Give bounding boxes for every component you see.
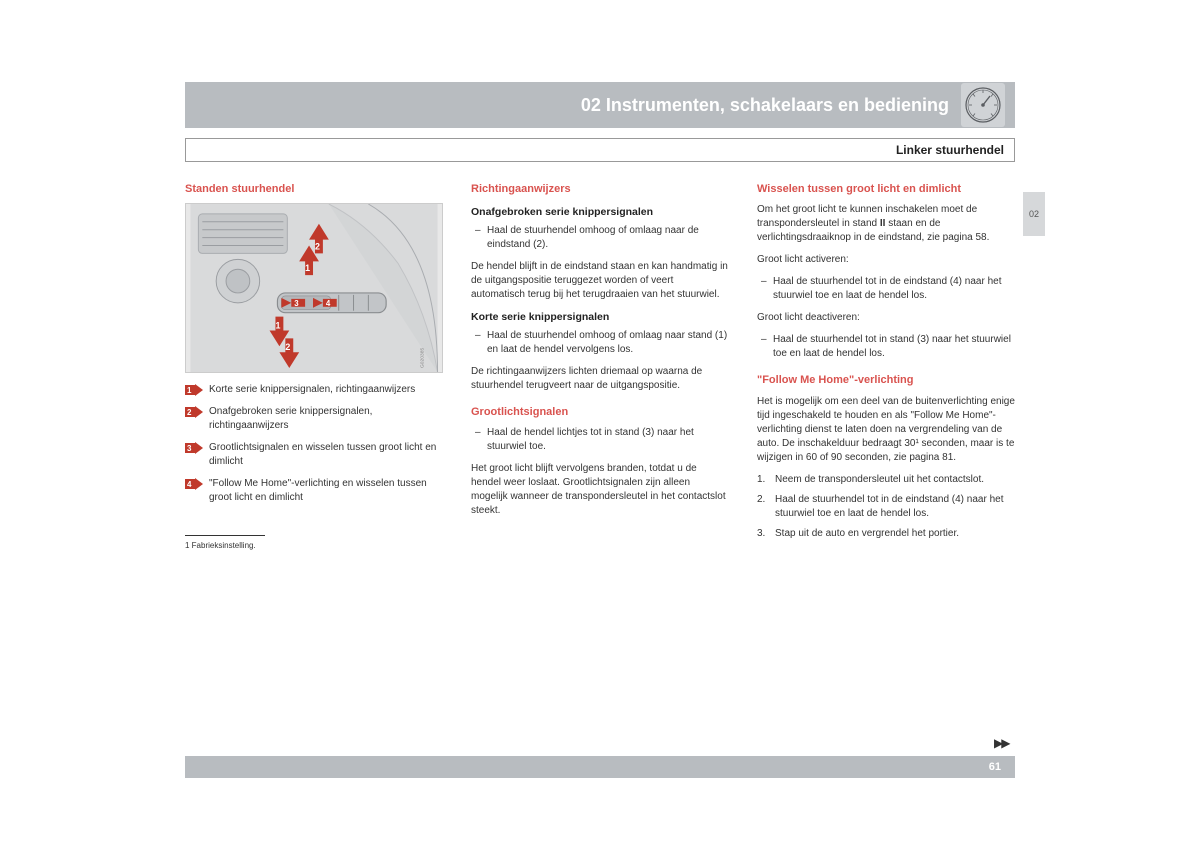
chapter-tab: 02 xyxy=(1023,192,1045,236)
bullet-item: – Haal de hendel lichtjes tot in stand (… xyxy=(471,426,729,454)
dash-icon: – xyxy=(757,275,773,303)
dash-icon: – xyxy=(757,333,773,361)
bullet-list: – Haal de hendel lichtjes tot in stand (… xyxy=(471,426,729,454)
step-number: 1. xyxy=(757,473,775,487)
step-text: Neem de transpondersleutel uit het conta… xyxy=(775,473,984,487)
bullet-item: – Haal de stuurhendel tot in de eindstan… xyxy=(757,275,1015,303)
col2-sub1-title: Onafgebroken serie knippersignalen xyxy=(471,205,729,220)
bullet-text: Haal de stuurhendel omhoog of omlaag naa… xyxy=(487,224,729,252)
section-title-bar: Linker stuurhendel xyxy=(185,138,1015,162)
bullet-item: – Haal de stuurhendel omhoog of omlaag n… xyxy=(471,329,729,357)
footnote: 1 Fabrieksinstelling. xyxy=(185,540,443,551)
legend-item-4: 4 "Follow Me Home"-verlichting en wissel… xyxy=(185,477,443,505)
bullet-list: – Haal de stuurhendel omhoog of omlaag n… xyxy=(471,329,729,357)
numbered-steps: 1. Neem de transpondersleutel uit het co… xyxy=(757,473,1015,541)
svg-text:3: 3 xyxy=(294,299,299,308)
legend-marker-icon: 3 xyxy=(185,442,203,454)
text-a: Om het groot licht te kunnen inschakelen… xyxy=(757,204,977,229)
col2-sub2-title: Korte serie knippersignalen xyxy=(471,310,729,325)
column-2: Richtingaanwijzers Onafgebroken serie kn… xyxy=(471,182,729,552)
svg-text:4: 4 xyxy=(326,299,331,308)
bullet-item: – Haal de stuurhendel omhoog of omlaag n… xyxy=(471,224,729,252)
step-text: Haal de stuurhendel tot in de eindstand … xyxy=(775,493,1015,521)
section-title: Linker stuurhendel xyxy=(896,143,1004,157)
bullet-text: Haal de stuurhendel omhoog of omlaag naa… xyxy=(487,329,729,357)
bullet-list: – Haal de stuurhendel tot in stand (3) n… xyxy=(757,333,1015,361)
continue-arrows-icon: ▶▶ xyxy=(994,736,1008,750)
svg-text:1: 1 xyxy=(305,264,310,274)
column-3: Wisselen tussen groot licht en dimlicht … xyxy=(757,182,1015,552)
step-2: 2. Haal de stuurhendel tot in de eindsta… xyxy=(757,493,1015,521)
col1-heading: Standen stuurhendel xyxy=(185,182,443,197)
step-text: Stap uit de auto en vergrendel het porti… xyxy=(775,527,959,541)
bullet-text: Haal de stuurhendel tot in de eindstand … xyxy=(773,275,1015,303)
svg-text:1: 1 xyxy=(187,386,192,395)
chapter-tab-label: 02 xyxy=(1029,209,1039,219)
paragraph: De richtingaanwijzers lichten driemaal o… xyxy=(471,365,729,393)
legend-item-3: 3 Grootlichtsignalen en wisselen tussen … xyxy=(185,441,443,469)
svg-text:1: 1 xyxy=(275,321,280,331)
dash-icon: – xyxy=(471,426,487,454)
label: Groot licht deactiveren: xyxy=(757,311,1015,325)
legend-item-1: 1 Korte serie knippersignalen, richtinga… xyxy=(185,383,443,397)
step-1: 1. Neem de transpondersleutel uit het co… xyxy=(757,473,1015,487)
col2-heading2: Grootlichtsignalen xyxy=(471,405,729,420)
legend-marker-icon: 2 xyxy=(185,406,203,418)
col2-heading: Richtingaanwijzers xyxy=(471,182,729,197)
page-content: 02 Instrumenten, schakelaars en bedienin… xyxy=(185,82,1015,552)
stalk-figure: 1 2 1 2 3 xyxy=(185,203,443,373)
gauge-icon xyxy=(961,83,1005,127)
svg-text:4: 4 xyxy=(187,480,192,489)
step-3: 3. Stap uit de auto en vergrendel het po… xyxy=(757,527,1015,541)
paragraph: Om het groot licht te kunnen inschakelen… xyxy=(757,203,1015,245)
col3-heading2: "Follow Me Home"-verlichting xyxy=(757,373,1015,388)
step-number: 2. xyxy=(757,493,775,521)
chapter-header-bar: 02 Instrumenten, schakelaars en bedienin… xyxy=(185,82,1015,128)
chapter-title: 02 Instrumenten, schakelaars en bedienin… xyxy=(581,95,949,116)
page-footer-bar: 61 xyxy=(185,756,1015,778)
legend-text: Grootlichtsignalen en wisselen tussen gr… xyxy=(209,441,443,469)
bullet-item: – Haal de stuurhendel tot in stand (3) n… xyxy=(757,333,1015,361)
legend-text: "Follow Me Home"-verlichting en wisselen… xyxy=(209,477,443,505)
page-number: 61 xyxy=(989,761,1001,773)
label: Groot licht activeren: xyxy=(757,253,1015,267)
step-number: 3. xyxy=(757,527,775,541)
dash-icon: – xyxy=(471,224,487,252)
col3-heading: Wisselen tussen groot licht en dimlicht xyxy=(757,182,1015,197)
content-columns: Standen stuurhendel xyxy=(185,182,1015,552)
svg-text:3: 3 xyxy=(187,444,192,453)
legend-text: Korte serie knippersignalen, richtingaan… xyxy=(209,383,443,397)
bullet-text: Haal de stuurhendel tot in stand (3) naa… xyxy=(773,333,1015,361)
paragraph: Het groot licht blijft vervolgens brande… xyxy=(471,462,729,518)
bullet-list: – Haal de stuurhendel omhoog of omlaag n… xyxy=(471,224,729,252)
svg-text:2: 2 xyxy=(285,343,290,353)
paragraph: Het is mogelijk om een deel van de buite… xyxy=(757,395,1015,465)
legend-marker-icon: 1 xyxy=(185,384,203,396)
svg-text:2: 2 xyxy=(187,408,192,417)
svg-text:2: 2 xyxy=(315,242,320,252)
legend-item-2: 2 Onafgebroken serie knippersignalen, ri… xyxy=(185,405,443,433)
svg-text:G020385: G020385 xyxy=(420,348,426,369)
bullet-list: – Haal de stuurhendel tot in de eindstan… xyxy=(757,275,1015,303)
legend-text: Onafgebroken serie knippersignalen, rich… xyxy=(209,405,443,433)
column-1: Standen stuurhendel xyxy=(185,182,443,552)
legend-marker-icon: 4 xyxy=(185,478,203,490)
footnote-rule xyxy=(185,535,265,536)
dash-icon: – xyxy=(471,329,487,357)
figure-legend: 1 Korte serie knippersignalen, richtinga… xyxy=(185,383,443,505)
bullet-text: Haal de hendel lichtjes tot in stand (3)… xyxy=(487,426,729,454)
paragraph: De hendel blijft in de eindstand staan e… xyxy=(471,260,729,302)
